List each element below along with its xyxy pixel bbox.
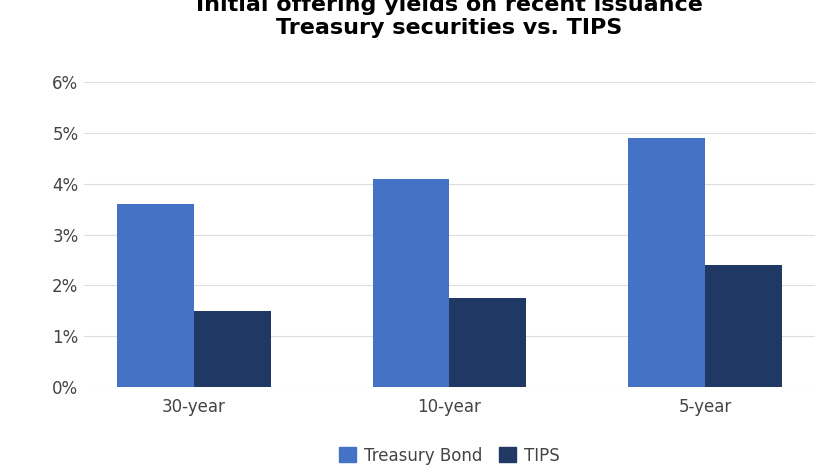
Bar xyxy=(705,265,781,387)
Legend: Treasury Bond, TIPS: Treasury Bond, TIPS xyxy=(331,438,568,472)
Title: Initial offering yields on recent issuance
Treasury securities vs. TIPS: Initial offering yields on recent issuan… xyxy=(196,0,703,38)
Bar xyxy=(194,311,270,387)
Bar xyxy=(373,178,449,387)
Bar xyxy=(118,204,194,387)
Bar xyxy=(628,138,705,387)
Bar xyxy=(449,298,526,387)
